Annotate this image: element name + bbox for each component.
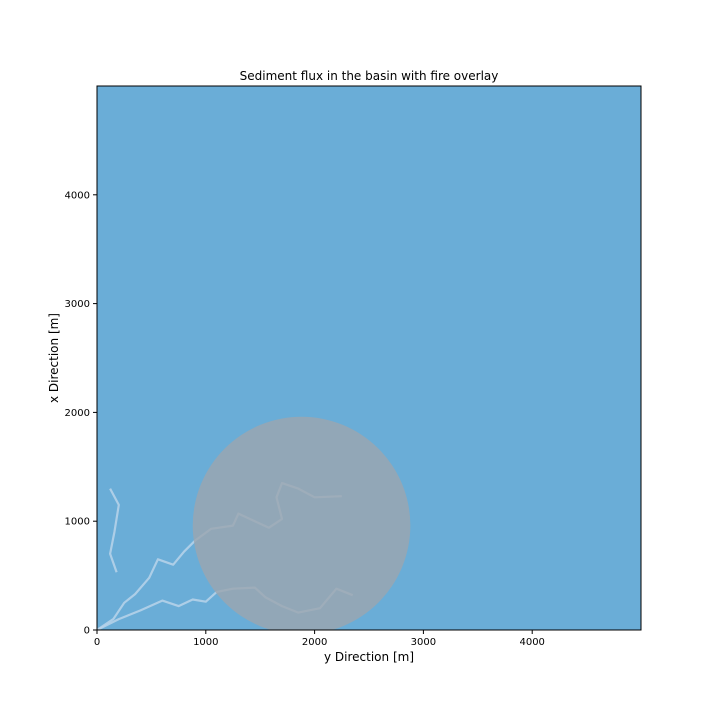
x-tick-label: 2000	[302, 637, 327, 648]
x-tick-label: 4000	[519, 637, 544, 648]
y-axis: 0 1000 2000 3000 4000	[65, 190, 97, 637]
y-tick-label: 2000	[65, 408, 90, 419]
plot-frame	[96, 85, 642, 631]
y-tick-label: 3000	[65, 299, 90, 310]
x-tick-label: 1000	[193, 637, 218, 648]
west-channel	[108, 488, 120, 573]
chart-title: Sediment flux in the basin with fire ove…	[240, 69, 499, 83]
plot-area	[97, 86, 641, 630]
y-tick-label: 0	[84, 626, 90, 637]
x-tick-label: 0	[94, 637, 100, 648]
x-tick-label: 3000	[411, 637, 436, 648]
y-axis-label: x Direction [m]	[47, 313, 61, 403]
y-tick-label: 1000	[65, 517, 90, 528]
y-tick-label: 4000	[65, 190, 90, 201]
x-axis-label: y Direction [m]	[324, 650, 414, 664]
fire-overlay	[192, 416, 411, 630]
x-axis: 0 1000 2000 3000 4000	[94, 630, 545, 648]
